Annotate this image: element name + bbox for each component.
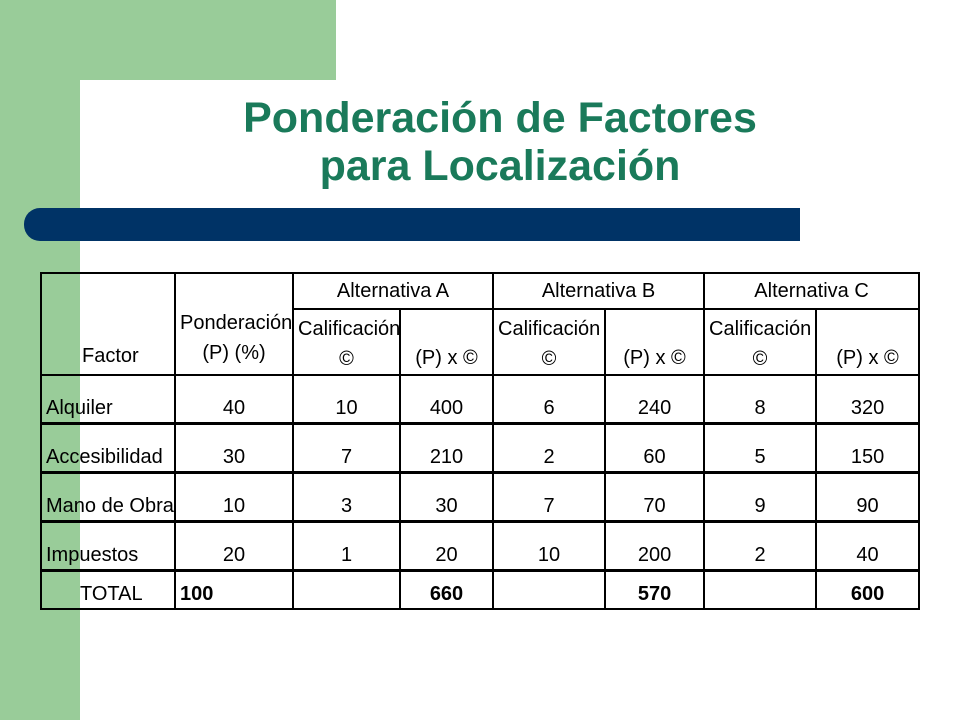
header-producto-b: (P) x © <box>604 308 706 376</box>
header-producto-c: (P) x © <box>815 308 921 376</box>
row-px-a: 20 <box>398 520 495 572</box>
table-row: Impuestos 20 1 20 10 200 2 40 <box>40 520 921 572</box>
row-cal-b: 10 <box>492 520 607 572</box>
row-cal-b: 6 <box>492 374 607 425</box>
row-cal-b: 2 <box>492 422 607 474</box>
row-cal-c: 9 <box>703 471 818 523</box>
slide-title: Ponderación de Factores para Localizació… <box>180 94 820 190</box>
table-row: Mano de Obra 10 3 30 7 70 9 90 <box>40 471 921 523</box>
total-row: TOTAL 100 660 570 600 <box>40 569 921 610</box>
factor-weighting-table: Factor Ponderación (P) (%) Alternativa A… <box>40 272 921 610</box>
row-cal-a: 3 <box>292 471 401 523</box>
row-cal-c: 2 <box>703 520 818 572</box>
total-empty-c <box>703 569 818 610</box>
row-cal-a: 10 <box>292 374 401 425</box>
row-px-c: 320 <box>815 374 921 425</box>
total-empty-a <box>292 569 401 610</box>
row-cal-c: 5 <box>703 422 818 474</box>
row-ponderacion: 40 <box>174 374 294 425</box>
total-px-a: 660 <box>398 569 495 610</box>
total-px-c: 600 <box>815 569 921 610</box>
row-px-a: 400 <box>398 374 495 425</box>
table-row: Alquiler 40 10 400 6 240 8 320 <box>40 374 921 425</box>
row-cal-b: 7 <box>492 471 607 523</box>
row-px-b: 200 <box>604 520 706 572</box>
row-px-c: 90 <box>815 471 921 523</box>
total-label: TOTAL <box>40 569 176 610</box>
row-cal-a: 7 <box>292 422 401 474</box>
table-row: Accesibilidad 30 7 210 2 60 5 150 <box>40 422 921 474</box>
title-line-1: Ponderación de Factores <box>243 94 757 142</box>
total-px-b: 570 <box>604 569 706 610</box>
row-ponderacion: 10 <box>174 471 294 523</box>
corner-curve <box>80 80 336 140</box>
header-calificacion-a: Calificación © <box>292 308 401 376</box>
row-px-b: 70 <box>604 471 706 523</box>
header-factor: Factor <box>40 272 176 376</box>
header-alternativa-a: Alternativa A <box>291 272 495 310</box>
row-px-c: 40 <box>815 520 921 572</box>
row-cal-c: 8 <box>703 374 818 425</box>
row-factor: Impuestos <box>40 520 176 572</box>
total-empty-b <box>492 569 607 610</box>
header-alternativa-b: Alternativa B <box>492 272 706 310</box>
row-px-a: 210 <box>398 422 495 474</box>
row-px-c: 150 <box>815 422 921 474</box>
header-calificacion-b: Calificación © <box>492 308 607 376</box>
row-px-a: 30 <box>398 471 495 523</box>
row-cal-a: 1 <box>292 520 401 572</box>
row-px-b: 60 <box>604 422 706 474</box>
corner-decoration <box>80 0 336 80</box>
row-ponderacion: 30 <box>174 422 294 474</box>
header-calificacion-c: Calificación © <box>703 308 818 376</box>
title-line-2: para Localización <box>319 142 681 190</box>
row-px-b: 240 <box>604 374 706 425</box>
total-ponderacion: 100 <box>174 569 294 610</box>
title-underline-bar <box>24 208 800 241</box>
row-factor: Alquiler <box>40 374 176 425</box>
header-ponderacion: Ponderación (P) (%) <box>174 272 294 376</box>
row-factor: Mano de Obra <box>40 471 176 523</box>
row-factor: Accesibilidad <box>40 422 176 474</box>
header-alternativa-c: Alternativa C <box>703 272 921 310</box>
header-producto-a: (P) x © <box>398 308 495 376</box>
row-ponderacion: 20 <box>174 520 294 572</box>
